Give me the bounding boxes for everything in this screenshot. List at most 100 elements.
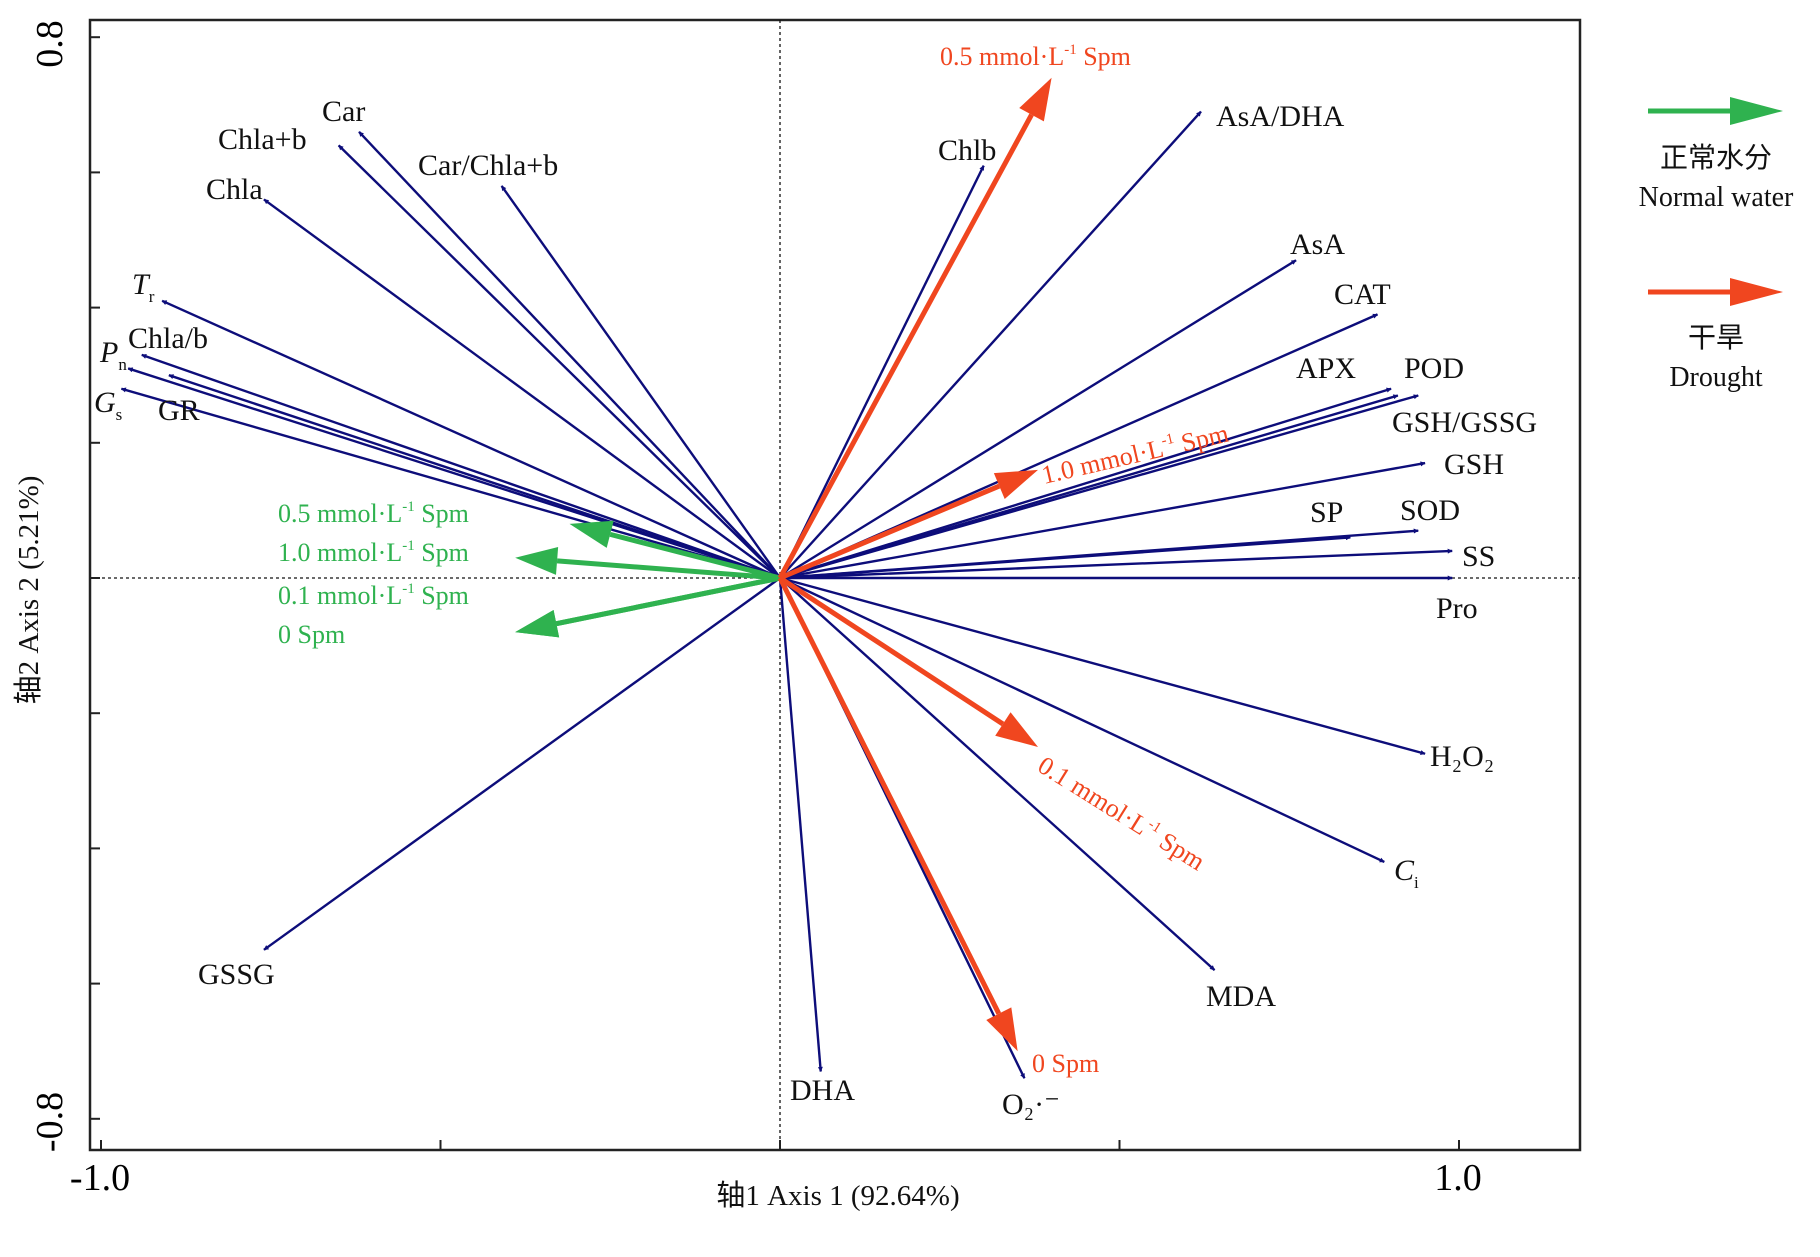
- label-asa-dha: AsA/DHA: [1216, 100, 1345, 133]
- label-pn-sub: n: [118, 355, 127, 374]
- label-tr: Tr: [132, 268, 155, 306]
- label-ss: SS: [1462, 540, 1495, 573]
- normal-water-labels: 0.5 mmol·L-1 Spm 1.0 mmol·L-1 Spm 0.1 mm…: [278, 499, 469, 649]
- drought-arrowhead-0: [1019, 77, 1052, 122]
- label-h2o2: H₂O₂: [1430, 740, 1494, 773]
- label-asa: AsA: [1290, 228, 1345, 261]
- legend-drought-en: Drought: [1669, 362, 1763, 393]
- drought-label-05-exp: -1: [1064, 42, 1077, 58]
- vector-asa: [779, 259, 1297, 580]
- label-pro: Pro: [1436, 592, 1478, 625]
- label-cat: CAT: [1334, 278, 1391, 311]
- drought-label-0: 0 Spm: [1032, 1049, 1099, 1078]
- label-chla-ratio: Chla/b: [128, 322, 208, 355]
- label-car-chla-b: Car/Chla+b: [418, 149, 558, 182]
- drought-label-05-prefix: 0.5 mmol·L: [940, 42, 1064, 71]
- normal-label-10-suffix: Spm: [415, 538, 469, 567]
- vector-sod: [779, 528, 1419, 580]
- normal-vector-3: [555, 575, 781, 627]
- label-ci-main: C: [1394, 854, 1415, 887]
- label-gr: GR: [158, 394, 200, 427]
- normal-vector-1: [556, 558, 781, 581]
- legend-normal-arrowhead: [1730, 97, 1783, 125]
- vector-mda: [779, 577, 1216, 971]
- vector-chlb: [778, 165, 985, 579]
- vector-gssg: [263, 577, 781, 951]
- label-o2: O₂·⁻: [1002, 1088, 1060, 1121]
- label-gssg: GSSG: [198, 958, 275, 991]
- drought-label-01: 0.1 mmol·L-1 Spm: [1033, 750, 1210, 876]
- treatment-vectors: [515, 77, 1052, 1052]
- legend-drought-arrowhead: [1730, 278, 1783, 306]
- label-ci-sub: i: [1414, 873, 1419, 892]
- vector-chla: [263, 198, 781, 579]
- normal-label-01-prefix: 0.1 mmol·L: [278, 581, 402, 610]
- drought-label-10-exp: -1: [1160, 431, 1176, 449]
- y-tick-label-min: -0.8: [29, 1092, 71, 1152]
- plot-frame: [88, 18, 1582, 1152]
- label-gs: Gs: [94, 386, 122, 424]
- normal-label-10-prefix: 1.0 mmol·L: [278, 538, 402, 567]
- vector-car-chla-b: [500, 185, 781, 579]
- drought-vector-3: [777, 576, 1002, 1015]
- vector-gsh-gssg: [779, 394, 1399, 580]
- label-gsh-gssg: GSH/GSSG: [1392, 406, 1537, 439]
- drought-arrowhead-1: [993, 469, 1039, 499]
- label-sp: SP: [1310, 496, 1343, 529]
- label-tr-sub: r: [149, 287, 155, 306]
- label-gsh: GSH: [1444, 448, 1504, 481]
- x-tick-label-max: 1.0: [1434, 1157, 1482, 1199]
- normal-label-05-prefix: 0.5 mmol·L: [278, 499, 402, 528]
- vector-chla-b: [141, 353, 781, 580]
- drought-label-10-suffix: Spm: [1172, 419, 1231, 459]
- y-tick-label-max: 0.8: [29, 20, 71, 68]
- normal-label-01-suffix: Spm: [415, 581, 469, 610]
- label-pod: POD: [1404, 352, 1464, 385]
- legend-drought-cn: 干旱: [1688, 323, 1744, 354]
- label-tr-main: T: [132, 268, 151, 301]
- variable-vectors: [120, 110, 1453, 1079]
- label-gs-main: G: [94, 386, 116, 419]
- normal-label-01: 0.1 mmol·L-1 Spm: [278, 581, 469, 610]
- vector-gsh: [779, 461, 1426, 580]
- vector-ci: [779, 576, 1385, 864]
- drought-labels: 0.5 mmol·L-1 Spm 1.0 mmol·L-1 Spm 0.1 mm…: [940, 42, 1231, 1078]
- legend-normal-cn: 正常水分: [1660, 142, 1772, 174]
- label-mda: MDA: [1206, 980, 1276, 1013]
- normal-label-05-exp: -1: [402, 499, 415, 515]
- drought-vector-1: [779, 483, 1001, 581]
- variable-labels: Car Chla+b Car/Chla+b Chla Tr Chla/b Pn …: [94, 95, 1537, 1121]
- normal-label-10-exp: -1: [402, 538, 415, 554]
- normal-arrowhead-0: [569, 520, 614, 548]
- drought-label-01-prefix: 0.1 mmol·L: [1033, 750, 1154, 840]
- drought-label-10-prefix: 1.0 mmol·L: [1039, 434, 1167, 490]
- x-axis-title: 轴1 Axis 1 (92.64%): [716, 1179, 959, 1212]
- normal-label-0: 0 Spm: [278, 620, 345, 649]
- label-chlb: Chlb: [938, 134, 996, 167]
- vector-ss: [779, 548, 1453, 580]
- normal-label-01-exp: -1: [402, 581, 415, 597]
- drought-arrowhead-3: [986, 1007, 1018, 1052]
- y-axis-title: 轴2 Axis 2 (5.21%): [12, 476, 45, 705]
- drought-vector-2: [778, 575, 1005, 727]
- normal-label-10: 1.0 mmol·L-1 Spm: [278, 538, 469, 567]
- vector-gs: [120, 387, 781, 580]
- vector-h2o2: [779, 576, 1426, 755]
- normal-arrowhead-1: [515, 546, 559, 575]
- x-tick-label-min: -1.0: [70, 1157, 130, 1199]
- label-chla-b: Chla+b: [218, 123, 307, 156]
- label-apx: APX: [1296, 352, 1356, 385]
- drought-label-05: 0.5 mmol·L-1 Spm: [940, 42, 1131, 71]
- legend-normal-en: Normal water: [1639, 182, 1794, 213]
- vector-car: [358, 131, 781, 579]
- drought-label-05-suffix: Spm: [1077, 42, 1131, 71]
- normal-label-05-suffix: Spm: [415, 499, 469, 528]
- label-gs-sub: s: [116, 405, 123, 424]
- normal-arrowhead-3: [515, 609, 560, 638]
- drought-vector-0: [777, 113, 1034, 580]
- label-pn-main: P: [99, 336, 118, 369]
- legend: 正常水分 Normal water 干旱 Drought: [1639, 97, 1794, 393]
- label-chla: Chla: [206, 173, 263, 206]
